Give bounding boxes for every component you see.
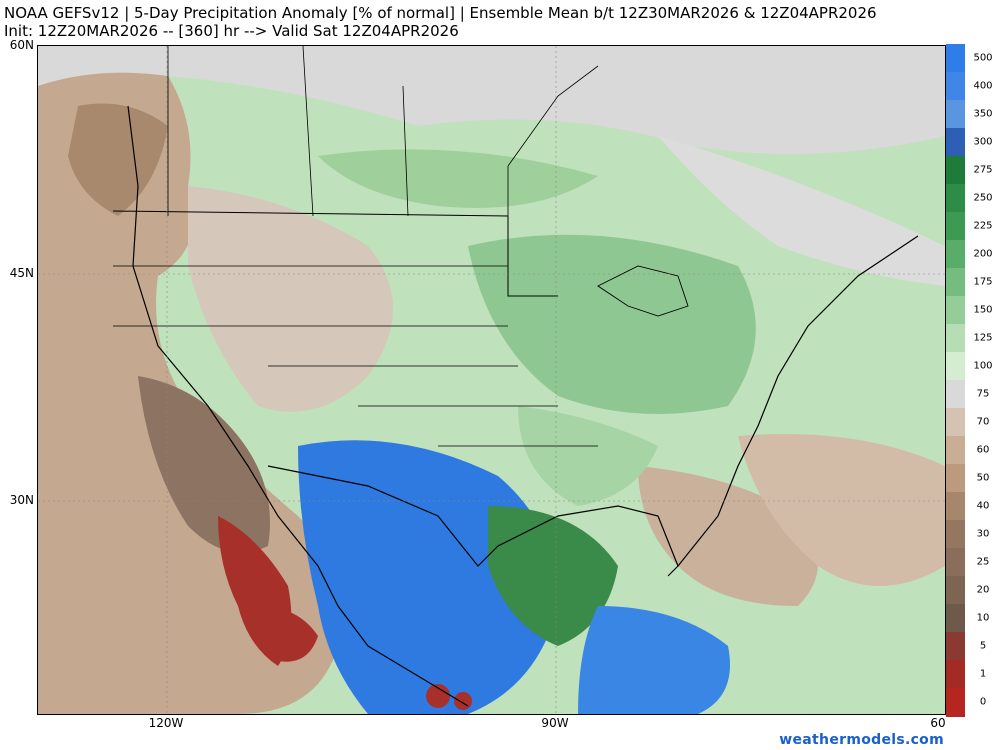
colorbar-swatch	[946, 156, 965, 185]
colorbar-label: 40	[976, 500, 990, 512]
colorbar-label: 75	[976, 388, 990, 400]
colorbar-label: 200	[973, 248, 993, 260]
map-canvas	[38, 46, 945, 714]
colorbar-label: 225	[973, 220, 993, 232]
colorbar-label: 500	[973, 52, 993, 64]
colorbar-label: 50	[976, 472, 990, 484]
colorbar-swatch	[946, 72, 965, 101]
colorbar-label: 70	[976, 416, 990, 428]
colorbar-swatch	[946, 324, 965, 353]
anomaly-region-southwest	[138, 376, 270, 553]
colorbar-swatch	[946, 380, 965, 409]
colorbar-swatch	[946, 548, 965, 577]
chart-title: NOAA GEFSv12 | 5-Day Precipitation Anoma…	[4, 4, 877, 40]
colorbar-swatch	[946, 492, 965, 521]
colorbar-label: 0	[979, 696, 987, 708]
colorbar-swatch	[946, 184, 965, 213]
colorbar-label: 100	[973, 360, 993, 372]
colorbar-label: 175	[973, 276, 993, 288]
lat-label-45n: 45N	[9, 266, 34, 280]
colorbar-label: 10	[976, 612, 990, 624]
anomaly-region-mx-dry	[258, 606, 318, 662]
colorbar-swatch	[946, 464, 965, 493]
colorbar-swatch	[946, 576, 965, 605]
anomaly-region-caribbean-wet	[578, 606, 730, 714]
us-canada-border	[112, 210, 558, 297]
colorbar-label: 5	[979, 640, 987, 652]
colorbar-label: 60	[976, 444, 990, 456]
colorbar-label: 350	[973, 108, 993, 120]
colorbar-swatch	[946, 604, 965, 633]
title-line-1: NOAA GEFSv12 | 5-Day Precipitation Anoma…	[4, 4, 877, 22]
east-coastline	[677, 235, 919, 567]
colorbar-swatch	[946, 520, 965, 549]
province-borders	[167, 46, 409, 217]
credit-link[interactable]: weathermodels.com	[779, 732, 944, 748]
colorbar-swatch	[946, 352, 965, 381]
west-coastline	[127, 105, 469, 707]
colorbar-swatch	[946, 436, 965, 465]
colorbar-swatch	[946, 632, 965, 661]
anomaly-region-north	[38, 46, 945, 154]
colorbar-label: 400	[973, 80, 993, 92]
colorbar-label: 30	[976, 528, 990, 540]
anomaly-region-gulf-wet	[488, 506, 618, 646]
anomaly-region-southeast-wet	[518, 406, 658, 506]
state-borders	[113, 265, 598, 447]
colorbar-swatch	[946, 44, 965, 73]
colorbar-swatch	[946, 240, 965, 269]
anomaly-region-rockies	[188, 186, 393, 412]
colorbar-legend: 500 400 350 300 275 250 225 200 175 150 125 100 75 70…	[946, 44, 1000, 717]
anomaly-map	[37, 45, 946, 715]
colorbar-swatch	[946, 660, 965, 689]
colorbar-swatch	[946, 296, 965, 325]
colorbar-swatch	[946, 268, 965, 297]
lon-label-60: 60	[930, 716, 946, 730]
colorbar-swatch	[946, 408, 965, 437]
colorbar-swatch	[946, 100, 965, 129]
lat-label-60n: 60N	[9, 38, 34, 52]
lon-label-90w: 90W	[541, 716, 569, 730]
anomaly-region-canada-wet	[318, 149, 598, 208]
anomaly-region-great-lakes-wet	[468, 234, 756, 414]
anomaly-region-atlantic-dry-east	[738, 434, 945, 586]
great-lakes-outline	[597, 265, 689, 317]
anomaly-spot-dry-2	[454, 692, 472, 710]
colorbar-label: 300	[973, 136, 993, 148]
colorbar-label: 1	[979, 668, 987, 680]
lat-label-30n: 30N	[9, 493, 34, 507]
colorbar-label: 25	[976, 556, 990, 568]
colorbar-swatch	[946, 688, 965, 717]
colorbar-label: 125	[973, 332, 993, 344]
colorbar-swatch	[946, 128, 965, 157]
colorbar-label: 250	[973, 192, 993, 204]
lon-label-120w: 120W	[148, 716, 184, 730]
colorbar-label: 150	[973, 304, 993, 316]
anomaly-spot-dry-1	[426, 684, 450, 708]
colorbar-label: 20	[976, 584, 990, 596]
anomaly-region-northeast	[658, 136, 945, 286]
colorbar-label: 275	[973, 164, 993, 176]
canada-province-line	[507, 65, 599, 216]
title-line-2: Init: 12Z20MAR2026 -- [360] hr --> Valid…	[4, 22, 459, 40]
anomaly-region-pacific-nw	[68, 103, 168, 216]
colorbar-swatch	[946, 212, 965, 241]
